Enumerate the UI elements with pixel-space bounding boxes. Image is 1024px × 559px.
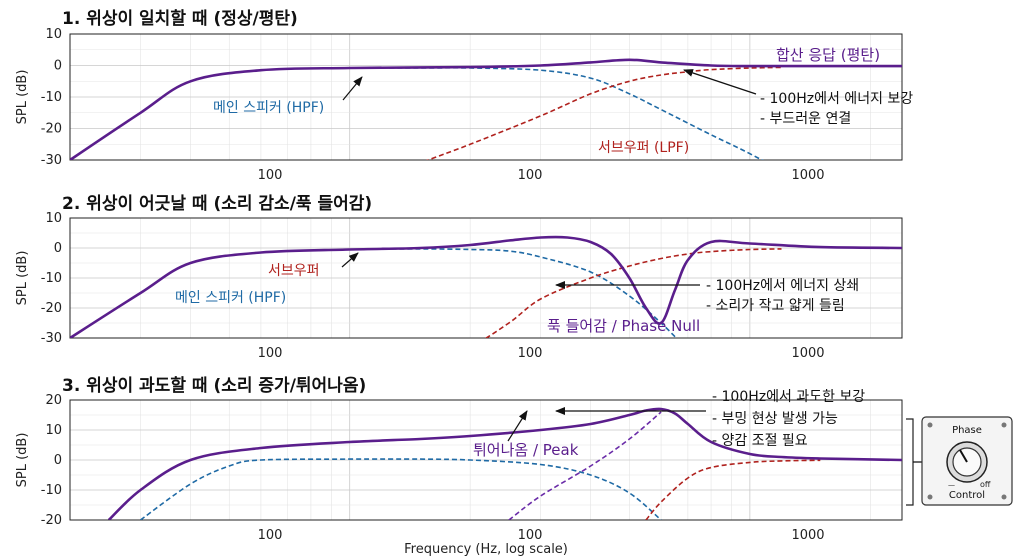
panel-3-peak-arrow [507,410,528,442]
knob-title: Phase [952,425,982,436]
panel-2: 2. 위상이 어긋날 때 (소리 감소/푹 들어감) 100-10-20-30 … [15,194,903,361]
y-tick-label: -10 [41,483,62,498]
screw-icon [1001,422,1007,428]
panel-2-main-label: 메인 스피커 (HPF) [175,290,286,306]
y-tick-label: -30 [41,331,62,346]
x-tick-label: 100 [518,346,543,361]
panel-1-main-arrow [342,76,363,101]
y-tick-label: 10 [45,27,62,42]
panel-1-annotation-1: - 100Hz에서 에너지 보강 [760,91,913,107]
y-tick-label: 10 [45,211,62,226]
panel-2-annotation-2: - 소리가 작고 얇게 들림 [706,298,845,314]
y-tick-label: 0 [54,241,62,256]
panel-1-sub-label: 서브우퍼 (LPF) [598,140,689,156]
y-tick-label: 0 [54,59,62,74]
series-line-1 [70,67,764,160]
panel-2-lines [70,235,902,338]
panel-2-ylabel: SPL (dB) [15,251,30,306]
series-line-1 [70,248,678,338]
panel-1-title: 1. 위상이 일치할 때 (정상/평탄) [62,9,298,29]
panel-2-sub-label: 서브우퍼 [268,263,320,279]
panel-1: 1. 위상이 일치할 때 (정상/평탄) 100-10-20-30 100 100… [15,9,913,183]
panel-1-annotation-2: - 부드러운 연결 [760,111,851,127]
series-line-3 [645,459,821,520]
panel-1-frame [69,33,903,161]
screw-icon [927,494,933,500]
y-tick-label: -20 [41,301,62,316]
y-tick-label: -30 [41,153,62,168]
panel-2-x-ticks: 100 100 1000 [258,346,825,361]
x-tick-label: 100 [518,528,543,543]
series-line-2 [426,66,782,160]
panel-3-annotation-3: - 양감 조절 필요 [712,433,808,449]
panel-3-title: 3. 위상이 과도할 때 (소리 증가/튀어나옴) [62,376,366,396]
panel-1-sum-label: 합산 응답 (평탄) [776,46,880,64]
x-tick-label: 1000 [791,346,824,361]
series-line-2 [484,248,782,338]
series-line-2 [508,411,662,520]
x-tick-label: 100 [258,168,283,183]
y-tick-label: 20 [45,393,62,408]
panel-1-ylabel: SPL (dB) [15,70,30,125]
annotation-bracket [906,418,914,506]
panel-2-title: 2. 위상이 어긋날 때 (소리 감소/푹 들어감) [62,194,372,214]
x-tick-label: 1000 [791,168,824,183]
panel-2-y-ticks: 10 0 -10 -20 -30 [41,211,62,346]
panel-2-null-label: 푹 들어감 / Phase Null [547,317,700,335]
panel-1-lines [70,58,902,160]
x-tick-label: 100 [258,528,283,543]
panel-1-main-label: 메인 스피커 (HPF) [213,100,324,116]
series-line-3 [70,58,902,160]
panel-3-ylabel: SPL (dB) [15,433,30,488]
panel-1-x-ticks: 100 100 1000 [258,168,825,183]
panel-2-sub-arrow [341,252,359,268]
y-tick-label: -10 [41,90,62,105]
y-tick-label: 10 [45,423,62,438]
x-tick-label: 100 [518,168,543,183]
x-tick-label: 100 [258,346,283,361]
x-axis-label: Frequency (Hz, log scale) [404,542,568,557]
knob-max-label: off [980,480,991,489]
panel-3-x-ticks: 100 100 1000 [258,528,825,543]
phase-control-panel: Phase — off Control [921,416,1013,506]
panel-1-y-ticks: 10 0 -10 -20 -30 [41,27,62,168]
panel-3-y-ticks: 20 10 0 -10 -20 [41,393,62,528]
panel-3-annotation-1: - 100Hz에서 과도한 보강 [712,389,865,405]
panel-3-lines [107,407,902,520]
y-tick-label: -20 [41,122,62,137]
knob-label: Control [949,490,985,501]
screw-icon [927,422,933,428]
knob-min-label: — [948,481,955,489]
y-tick-label: 0 [54,453,62,468]
y-tick-label: -20 [41,513,62,528]
panel-3-peak-label: 튀어나옴 / Peak [473,441,579,459]
series-line-4 [107,407,902,520]
screw-icon [1001,494,1007,500]
panel-2-annotation-1: - 100Hz에서 에너지 상쇄 [706,278,859,294]
panel-1-annotation-arrow [683,69,757,95]
knob-pointer [959,449,968,463]
x-tick-label: 1000 [791,528,824,543]
y-tick-label: -10 [41,271,62,286]
series-line-1 [140,458,662,520]
panel-3-annotation-2: - 부밍 현상 발생 가능 [712,411,838,427]
series-line-3 [70,235,902,338]
